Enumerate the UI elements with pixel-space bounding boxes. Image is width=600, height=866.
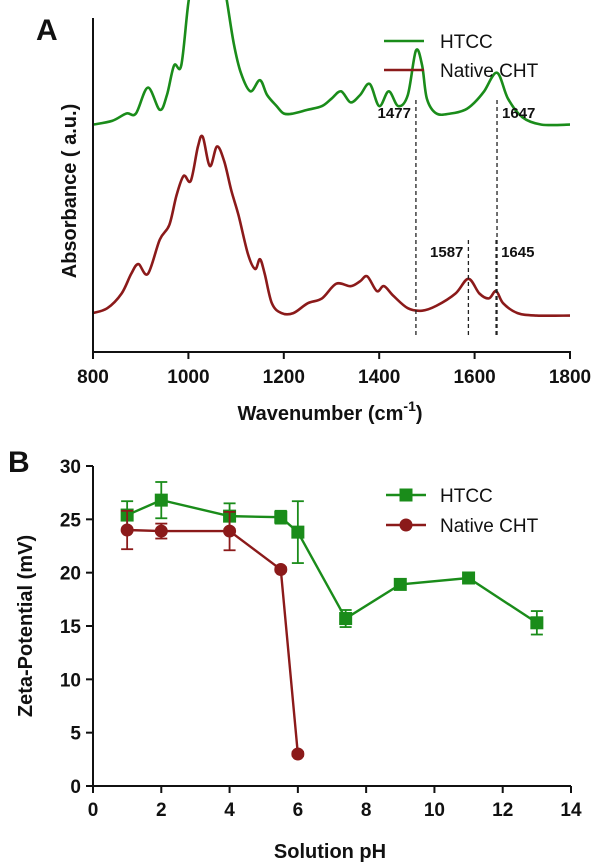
data-point-htcc-5 (339, 612, 353, 626)
legend-label-native-cht: Native CHT (440, 61, 539, 82)
panel-b-legend: HTCC Native CHT (386, 486, 539, 537)
x-tick-label-1000: 1000 (167, 367, 209, 388)
panel-a-x-axis-title-main: Wavenumber (cm (237, 403, 403, 425)
legend-label-htcc: HTCC (440, 486, 493, 507)
y-tick-label-25: 25 (60, 510, 82, 531)
y-tick-label-15: 15 (60, 617, 82, 638)
x-tick-label-8: 8 (361, 800, 372, 821)
x-tick-label-0: 0 (88, 800, 99, 821)
data-point-native-cht-2 (223, 524, 237, 538)
y-tick-label-20: 20 (60, 564, 81, 585)
x-tick-label-1800: 1800 (549, 367, 591, 388)
panel-b-x-axis-title: Solution pH (274, 841, 386, 863)
y-tick-label-5: 5 (70, 724, 81, 745)
panel-a-x-axis-title-close: ) (416, 403, 423, 425)
x-tick-label-10: 10 (424, 800, 445, 821)
x-tick-label-1200: 1200 (263, 367, 305, 388)
data-point-native-cht-1 (154, 524, 168, 538)
series-line-native-cht (92, 134, 571, 318)
panel-a-legend: HTCC Native CHT (384, 32, 539, 82)
x-tick-label-6: 6 (293, 800, 304, 821)
x-tick-label-12: 12 (492, 800, 513, 821)
data-point-htcc-8 (530, 616, 544, 630)
panel-b-y-axis-title: Zeta-Potential (mV) (15, 535, 37, 717)
panel-a-x-axis-title-superscript: -1 (403, 398, 416, 414)
panel-b-zeta-chart: B 0 5 10 15 20 25 30 0 2 4 6 8 10 12 14 HTCC Native CHT… (8, 446, 582, 863)
legend-label-native-cht: Native CHT (440, 516, 539, 537)
y-tick-label-10: 10 (60, 670, 81, 691)
x-tick-label-1400: 1400 (358, 367, 400, 388)
panel-a-y-axis-title: Absorbance ( a.u.) (59, 104, 81, 278)
legend-marker-htcc (399, 488, 413, 502)
x-tick-label-4: 4 (224, 800, 235, 821)
data-point-htcc-4 (291, 525, 305, 539)
panel-a-letter: A (36, 14, 58, 47)
data-point-htcc-1 (154, 493, 168, 507)
data-point-htcc-7 (462, 571, 476, 585)
y-tick-label-0: 0 (70, 777, 81, 798)
peak-label-1477: 1477 (378, 105, 411, 122)
peak-label-1587: 1587 (430, 244, 463, 261)
data-point-htcc-6 (393, 577, 407, 591)
panel-a-ftir-chart: A 1477 1647 1587 1645 800 1000 1200 1400 1600 18… (36, 0, 591, 425)
x-tick-label-800: 800 (77, 367, 109, 388)
legend-marker-native-cht (399, 518, 413, 532)
peak-label-1645: 1645 (501, 244, 534, 261)
x-tick-label-14: 14 (560, 800, 582, 821)
x-tick-label-1600: 1600 (453, 367, 495, 388)
legend-label-htcc: HTCC (440, 32, 493, 53)
panel-a-x-axis-title: Wavenumber (cm-1) (237, 398, 422, 425)
series-line-native-cht (127, 528, 300, 755)
data-point-native-cht-4 (291, 747, 305, 761)
panel-b-letter: B (8, 446, 30, 479)
y-tick-label-30: 30 (60, 457, 81, 478)
data-point-htcc-3 (274, 510, 288, 524)
peak-label-1647: 1647 (502, 105, 535, 122)
series-line-htcc (92, 0, 571, 127)
data-point-native-cht-3 (274, 562, 288, 576)
x-tick-label-2: 2 (156, 800, 167, 821)
data-point-native-cht-0 (120, 523, 134, 537)
